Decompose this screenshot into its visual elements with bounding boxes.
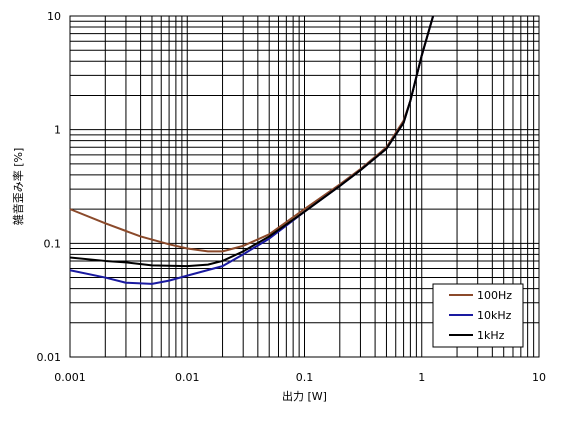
x-tick-label: 0.001 [54,371,86,384]
series-line-1khz [69,15,435,268]
plot-area [69,15,540,358]
x-tick-label: 10 [532,371,546,384]
legend-items: 100Hz 10kHz 1kHz [449,289,512,342]
x-tick-label: 1 [418,371,425,384]
legend-label: 100Hz [477,289,512,302]
series-layer [69,15,435,285]
x-axis-label: 出力 [W] [282,389,327,403]
legend: 100Hz 10kHz 1kHz [432,283,524,348]
legend-label: 10kHz [477,309,512,322]
x-tick-label: 0.1 [296,371,314,384]
y-axis-label: 雑音歪み率 [%] [11,148,25,226]
tick-labels: 0.001 0.01 0.1 1 10 0.01 0.1 1 10 [37,10,547,384]
series-line-100hz [69,15,435,253]
x-tick-label: 0.01 [175,371,200,384]
y-tick-label: 0.01 [37,351,62,364]
y-tick-label: 10 [47,10,61,23]
y-tick-label: 1 [54,124,61,137]
legend-label: 1kHz [477,329,505,342]
y-tick-label: 0.1 [44,237,62,250]
legend-box [432,283,524,348]
